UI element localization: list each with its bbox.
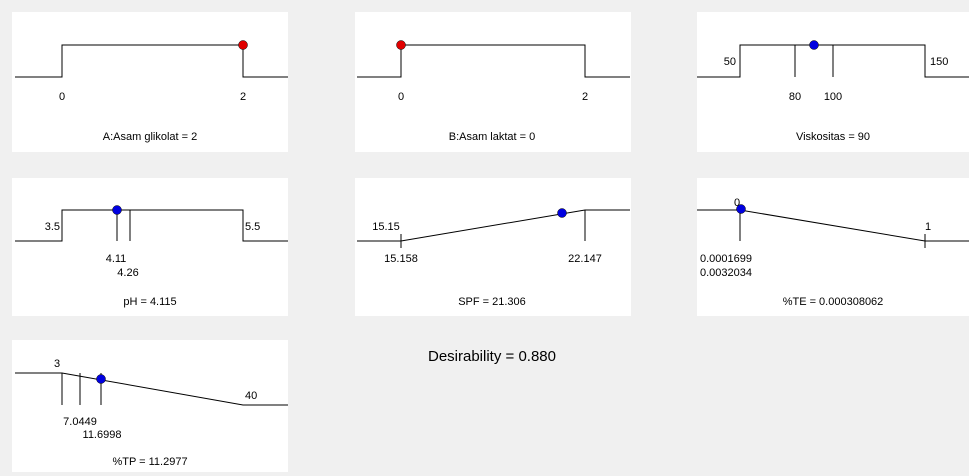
panel: 50 150 80 100 Viskositas = 90 <box>697 12 969 152</box>
panel-title: pH = 4.115 <box>123 296 176 308</box>
panel-title: B:Asam laktat = 0 <box>449 131 536 143</box>
panel-title: %TP = 11.2977 <box>112 456 187 468</box>
setting-dot <box>809 40 819 50</box>
panel-box <box>697 12 969 152</box>
panel-box <box>12 12 288 152</box>
tick-label: 0 <box>398 91 404 103</box>
setting-dot <box>112 205 122 215</box>
panel-title: %TE = 0.000308062 <box>783 296 884 308</box>
panel-title: A:Asam glikolat = 2 <box>103 131 197 143</box>
setting-dot <box>736 204 746 214</box>
panels: 0 2 A:Asam glikolat = 2 0 2 B:Asam laktat = 0… <box>12 12 969 472</box>
ramp <box>357 44 630 78</box>
tick-label: 5.5 <box>245 221 260 233</box>
setting-dot <box>396 40 406 50</box>
tick-label: 3.5 <box>45 221 60 233</box>
panel: 3.5 5.5 4.11 4.26 pH = 4.115 <box>12 178 288 316</box>
tick-label: 1 <box>925 221 931 233</box>
panel-box <box>355 12 631 152</box>
tick-label: 50 <box>724 56 736 68</box>
tick-label: 0.0001699 <box>700 253 752 265</box>
ramp <box>15 44 288 78</box>
ramp <box>357 209 630 242</box>
tick-label: 0 <box>59 91 65 103</box>
desirability: Desirability = 0.880 <box>428 348 556 365</box>
tick-label: 0.0032034 <box>700 267 752 279</box>
tick-label: 7.0449 <box>63 416 97 428</box>
panel: 15.15 15.158 22.147 SPF = 21.306 <box>355 178 631 316</box>
tick-label: 0 <box>734 197 740 209</box>
setting-dot <box>557 208 567 218</box>
tick-label: 2 <box>582 91 588 103</box>
tick-label: 2 <box>240 91 246 103</box>
tick-label: 80 <box>789 91 801 103</box>
panel-box <box>12 178 288 316</box>
panel-box <box>697 178 969 316</box>
tick-label: 40 <box>245 390 257 402</box>
setting-dot <box>238 40 248 50</box>
tick-label: 3 <box>54 358 60 370</box>
panel: 0 1 0.0001699 0.0032034 %TE = 0.000308062 <box>697 178 969 316</box>
tick-label: 15.15 <box>372 221 400 233</box>
ramp <box>697 209 969 242</box>
tick-label: 15.158 <box>384 253 418 265</box>
panel-title: Viskositas = 90 <box>796 131 870 143</box>
tick-label: 22.147 <box>568 253 602 265</box>
tick-label: 4.26 <box>117 267 138 279</box>
panel: 0 2 B:Asam laktat = 0 <box>355 12 631 152</box>
tick-label: 11.6998 <box>83 429 122 441</box>
tick-label: 100 <box>824 91 842 103</box>
panel: 0 2 A:Asam glikolat = 2 <box>12 12 288 152</box>
ramp <box>15 209 288 242</box>
ramp <box>15 372 288 406</box>
setting-dot <box>96 374 106 384</box>
panel-title: SPF = 21.306 <box>458 296 526 308</box>
tick-label: 4.11 <box>106 253 127 265</box>
tick-label: 150 <box>930 56 948 68</box>
panel-box <box>12 340 288 472</box>
